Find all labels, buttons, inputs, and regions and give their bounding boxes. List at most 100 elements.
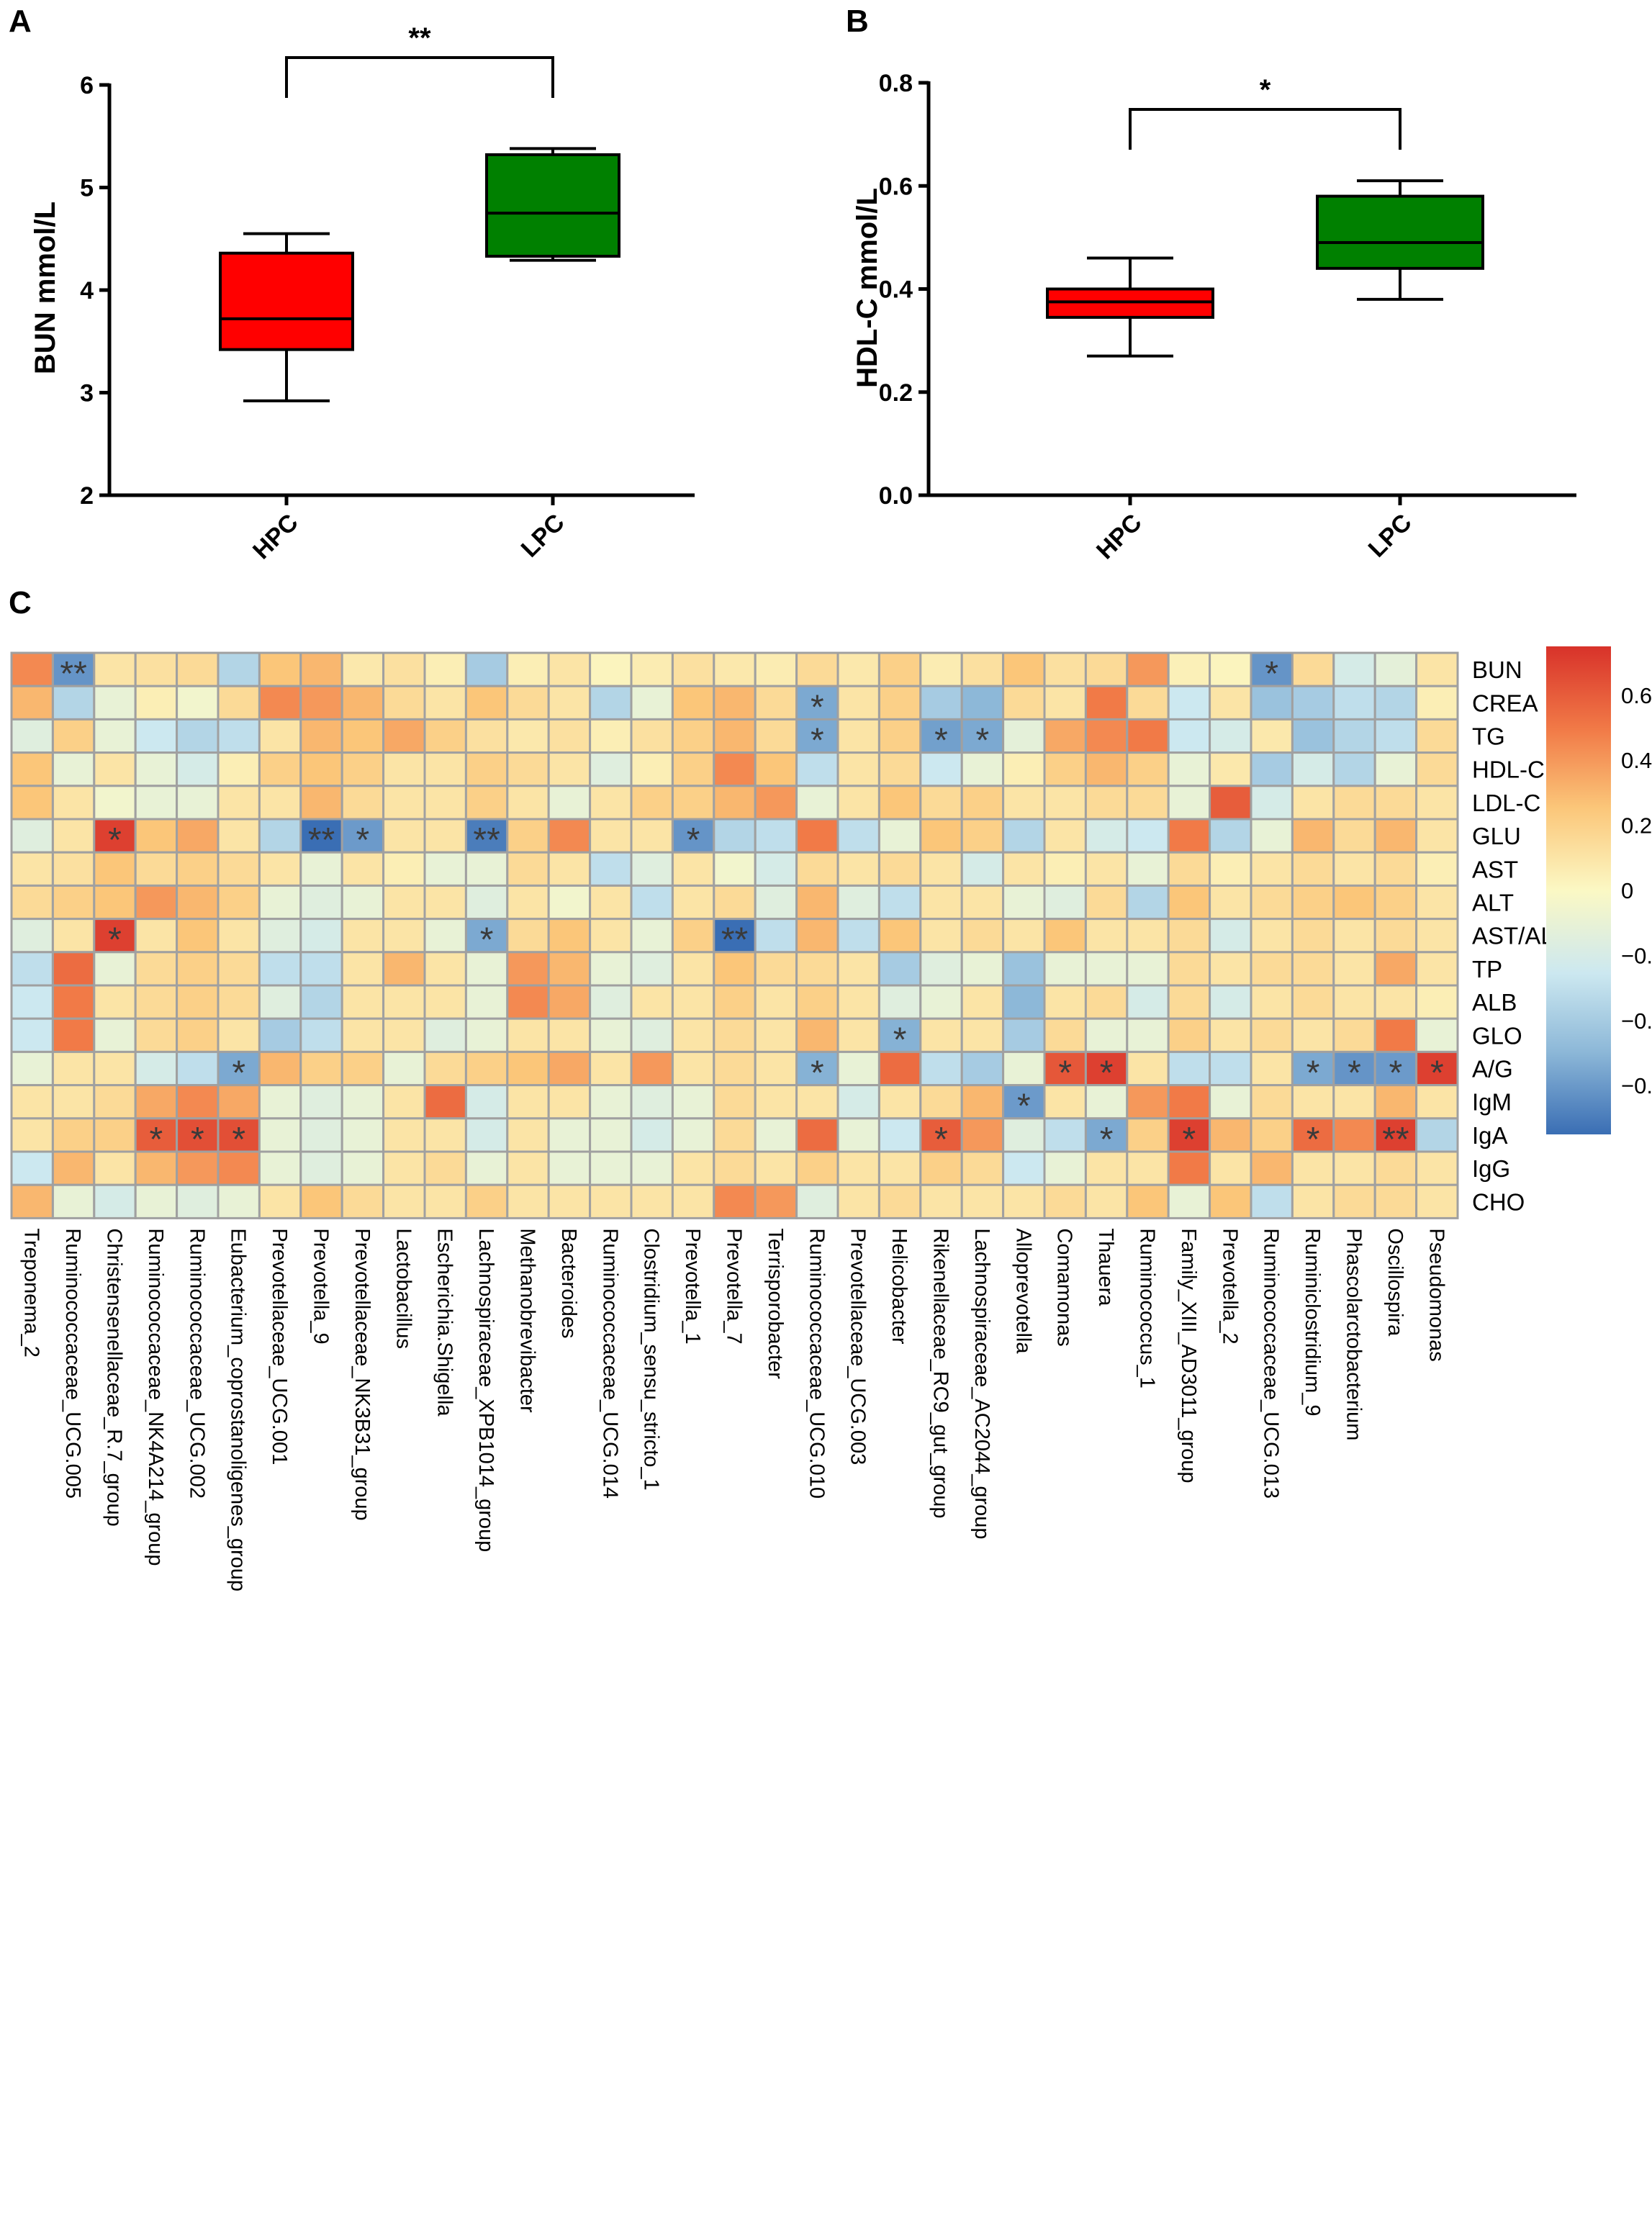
heatmap-cell (795, 651, 839, 687)
heatmap-cell (671, 751, 716, 787)
heatmap-cell (93, 1084, 137, 1120)
heatmap-cell (217, 818, 261, 854)
heatmap-cell (754, 1084, 798, 1120)
heatmap-cell (877, 984, 922, 1020)
heatmap-cell (795, 884, 839, 921)
heatmap-cell (134, 851, 179, 887)
heatmap-cell (93, 751, 137, 787)
panel-label-a: A (9, 4, 32, 39)
x-tick-label-hpc: HPC (1091, 509, 1147, 565)
significance-star: * (232, 1054, 245, 1093)
heatmap-cell (217, 984, 261, 1020)
heatmap-cell (93, 1050, 137, 1087)
heatmap-cell (1043, 751, 1087, 787)
heatmap-cell (836, 884, 880, 921)
box-iqr (1316, 194, 1484, 270)
heatmap-cell (51, 718, 96, 754)
row-label: TG (1472, 723, 1505, 750)
heatmap-cell (836, 984, 880, 1020)
heatmap-cell (423, 918, 467, 954)
heatmap-cell (1002, 984, 1046, 1020)
heatmap-cell (1415, 1017, 1459, 1053)
heatmap-cell (1250, 718, 1294, 754)
heatmap-cell (1415, 1183, 1459, 1219)
heatmap-cell (1126, 818, 1170, 854)
heatmap-cell (340, 651, 385, 687)
heatmap-cell (176, 718, 220, 754)
color-scale-bar: 0.6 0.4 0.2 0 −0.2 −0.4 −0.6 (1546, 646, 1652, 1134)
significance-star: * (687, 821, 700, 859)
box-iqr (219, 251, 354, 351)
heatmap-cell (1167, 884, 1211, 921)
heatmap-cell (1126, 785, 1170, 821)
row-label: GLO (1472, 1022, 1522, 1049)
heatmap-cell (423, 718, 467, 754)
heatmap-cell (960, 785, 1005, 821)
heatmap-cell (1291, 851, 1335, 887)
heatmap-cell (713, 785, 757, 821)
heatmap-cell (176, 1084, 220, 1120)
heatmap-cell (51, 1183, 96, 1219)
y-axis-label-bun: BUN mmol/L (30, 202, 61, 374)
box-lpc (1316, 179, 1484, 301)
heatmap-cell (134, 1117, 179, 1153)
heatmap-cell (134, 751, 179, 787)
heatmap-cell (754, 751, 798, 787)
heatmap-cell (176, 785, 220, 821)
heatmap-cell (1084, 685, 1129, 721)
x-tick-label-hpc: HPC (248, 509, 304, 565)
heatmap-cell (1415, 951, 1459, 987)
heatmap-cell (382, 918, 426, 954)
significance-star: * (934, 722, 948, 760)
column-label: Ruminococcaceae_UCG.002 (185, 1228, 208, 1499)
heatmap-cell (10, 1017, 54, 1053)
heatmap-cell (1043, 951, 1087, 987)
heatmap-cell (1332, 751, 1376, 787)
column-label: Family_XIII_AD3011_group (1177, 1228, 1200, 1483)
heatmap-cell (423, 1150, 467, 1186)
heatmap-cell (1126, 751, 1170, 787)
y-tick-label: 0.2 (879, 379, 913, 407)
heatmap-cell (754, 884, 798, 921)
heatmap-cell (464, 951, 509, 987)
heatmap-cell (1084, 951, 1129, 987)
y-tick-label: 3 (80, 380, 94, 407)
heatmap-cell (258, 651, 302, 687)
heatmap-cell (1373, 685, 1418, 721)
heatmap-cell (1291, 918, 1335, 954)
heatmap-cell (1002, 951, 1046, 987)
heatmap-cell (51, 1017, 96, 1053)
significance-star: * (1306, 1121, 1320, 1159)
heatmap-cell (589, 1117, 633, 1153)
heatmap-cell (10, 918, 54, 954)
heatmap-cell (1002, 718, 1046, 754)
heatmap-cell (1167, 984, 1211, 1020)
column-label: Pseudomonas (1425, 1228, 1448, 1361)
heatmap-cell (1043, 1117, 1087, 1153)
heatmap-cell (134, 785, 179, 821)
heatmap-cell (1415, 718, 1459, 754)
heatmap-cell (258, 1084, 302, 1120)
heatmap-cell (589, 785, 633, 821)
heatmap-cell (1415, 785, 1459, 821)
heatmap-cell (589, 651, 633, 687)
heatmap-cell (423, 1050, 467, 1087)
heatmap-cell (1291, 884, 1335, 921)
heatmap-cell (1209, 1183, 1252, 1219)
heatmap-cell (1002, 884, 1046, 921)
heatmap-cell (919, 884, 963, 921)
heatmap-cell (1415, 1084, 1459, 1120)
heatmap-cell (10, 651, 54, 687)
heatmap-cell (176, 685, 220, 721)
heatmap-cell (1084, 918, 1129, 954)
heatmap-cell (340, 1084, 385, 1120)
heatmap-cell (960, 884, 1005, 921)
heatmap-cell (1209, 785, 1252, 821)
heatmap-cell (1415, 918, 1459, 954)
heatmap-cell (1291, 785, 1335, 821)
significance-star: * (1430, 1054, 1444, 1093)
significance-star: ** (721, 921, 748, 959)
heatmap-cell (1291, 718, 1335, 754)
heatmap-cell (960, 818, 1005, 854)
significance-star: * (811, 1054, 824, 1093)
